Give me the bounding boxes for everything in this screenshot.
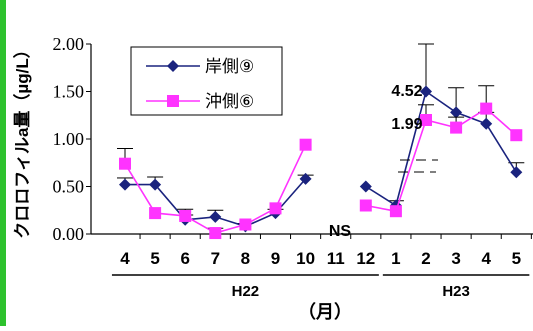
- data-point: [389, 205, 402, 218]
- annotation-ns: NS: [329, 223, 352, 240]
- x-tick-label: 3: [451, 249, 460, 268]
- data-point: [179, 209, 192, 222]
- y-tick-label: 1.00: [53, 129, 85, 149]
- x-tick-label: 12: [356, 249, 375, 268]
- legend-label: 岸側⑨: [205, 57, 254, 76]
- data-point: [450, 121, 463, 134]
- data-point: [119, 157, 131, 170]
- y-tick-label: 0.00: [53, 224, 85, 244]
- legend-box: [130, 46, 283, 116]
- legend-marker: [167, 60, 179, 72]
- axes: [86, 43, 533, 276]
- data-point: [359, 180, 372, 193]
- legend-marker: [167, 95, 179, 107]
- x-tick-label: 4: [481, 249, 491, 268]
- data-point: [480, 102, 493, 115]
- x-axis-label: （月）: [298, 302, 352, 322]
- data-point: [450, 106, 463, 119]
- series-layer: [117, 43, 525, 240]
- data-point: [420, 114, 432, 126]
- y-tick-label: 0.50: [53, 177, 85, 197]
- data-point: [510, 129, 523, 142]
- data-point: [480, 117, 493, 130]
- year-group-label: H23: [442, 283, 470, 300]
- series-line: [365, 107, 517, 213]
- data-point: [149, 178, 162, 191]
- series-offshore: [117, 85, 523, 240]
- x-tick-label: 9: [271, 249, 280, 268]
- series-line: [365, 90, 517, 207]
- x-tick-label: 4: [120, 249, 130, 268]
- y-tick-label: 2.00: [53, 34, 85, 54]
- data-point: [299, 138, 312, 151]
- legend-label: 沖側⑥: [205, 92, 254, 111]
- data-point: [359, 199, 372, 212]
- data-point: [510, 166, 523, 179]
- data-point: [420, 85, 432, 98]
- y-axis-label: クロロフィルa量（µg/L）: [12, 41, 32, 238]
- data-point: [209, 210, 222, 223]
- x-tick-label: 8: [241, 249, 250, 268]
- data-point: [119, 178, 131, 191]
- data-point: [269, 202, 282, 215]
- x-tick-label: 5: [512, 249, 521, 268]
- x-tick-label: 1: [391, 249, 400, 268]
- x-tick-label: 2: [421, 249, 430, 268]
- y-tick-label: 1.50: [53, 82, 85, 102]
- x-tick-label: 5: [150, 249, 159, 268]
- annotation-max-offshore: 1.99: [391, 116, 422, 133]
- annotation-max-shore: 4.52: [391, 83, 422, 100]
- x-tick-label: 7: [211, 249, 220, 268]
- green-side-bar: [0, 0, 6, 326]
- x-tick-label: 11: [327, 249, 345, 268]
- labels-layer: 0.000.501.001.502.004 5 6 7 8 9 10 11 12 1 2 3 4 5H22…: [12, 34, 521, 322]
- legend: 岸側⑨ 沖側⑥: [130, 46, 283, 116]
- data-point: [239, 218, 252, 231]
- year-group-label: H22: [232, 283, 260, 300]
- x-tick-label: 6: [180, 249, 189, 268]
- data-point: [149, 207, 162, 220]
- x-tick-label: 10: [296, 249, 315, 268]
- data-point: [299, 172, 312, 185]
- data-point: [209, 227, 222, 240]
